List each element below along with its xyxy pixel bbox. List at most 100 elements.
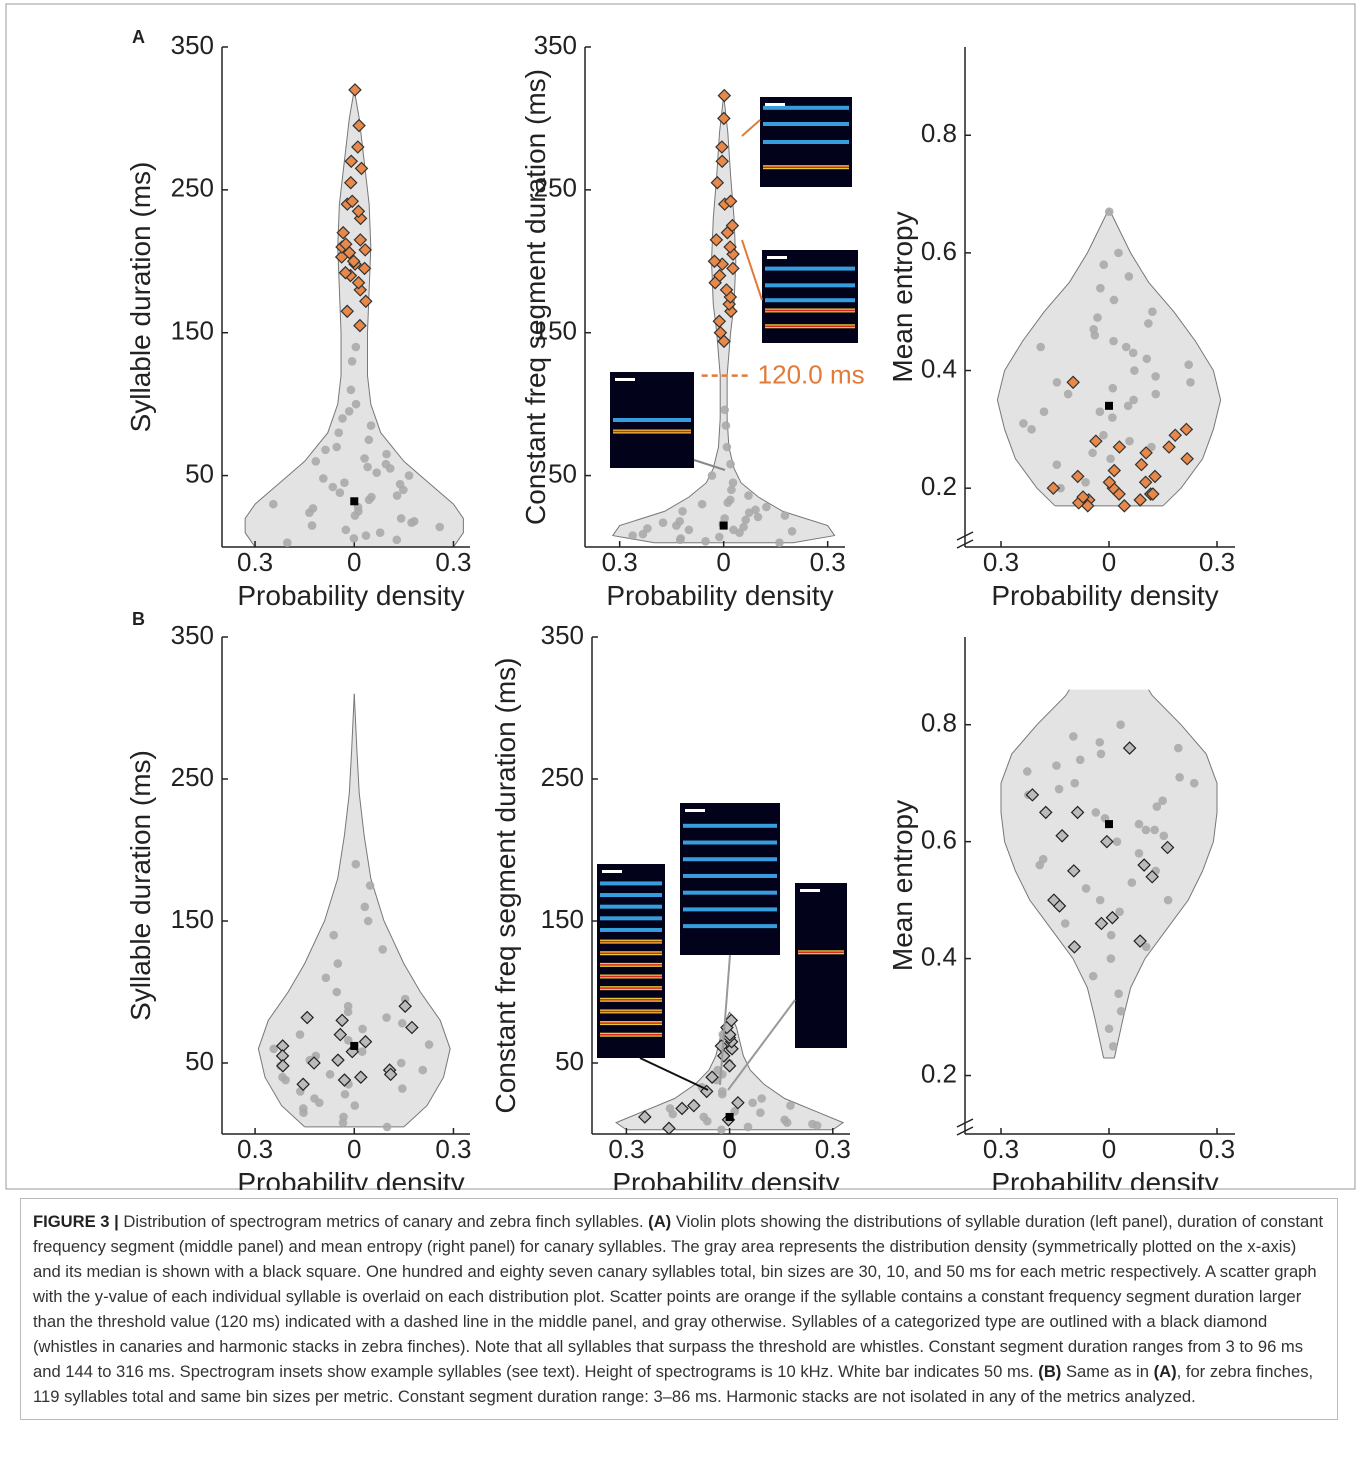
scatter-point — [723, 498, 732, 507]
scatter-point — [1122, 343, 1131, 352]
y-tick-label: 0.6 — [921, 825, 957, 855]
scatter-point — [1035, 861, 1044, 870]
scatter-point — [1110, 296, 1119, 305]
scatter-point — [718, 1087, 727, 1096]
x-axis-label: Probability density — [237, 580, 464, 611]
scatter-point — [345, 407, 354, 416]
scatter-point — [675, 517, 684, 526]
scatter-point — [780, 1116, 789, 1125]
inset-connector — [640, 1058, 708, 1090]
scatter-point — [1027, 425, 1036, 434]
scale-bar — [800, 889, 820, 892]
scatter-point — [1107, 931, 1116, 940]
median-marker — [350, 497, 358, 505]
diamond-point — [718, 112, 730, 124]
spectrogram-band — [765, 298, 855, 302]
scatter-point — [360, 454, 369, 463]
spectrogram-band — [600, 893, 662, 897]
y-tick-label: 150 — [171, 316, 214, 346]
scatter-point — [1150, 826, 1159, 835]
scatter-point — [350, 1101, 359, 1110]
scatter-point — [398, 1084, 407, 1093]
caption-text: Distribution of spectrogram metrics of c… — [119, 1212, 648, 1231]
spectrogram-inset — [762, 250, 858, 343]
spectrogram-band — [683, 907, 777, 911]
caption-text: FIGURE 3 | — [33, 1212, 119, 1231]
diamond-point — [718, 90, 730, 102]
scatter-point — [1053, 378, 1062, 387]
scatter-point — [1164, 896, 1173, 905]
scatter-point — [1114, 249, 1123, 258]
scatter-point — [1105, 1024, 1114, 1033]
scatter-point — [1113, 837, 1122, 846]
spectrogram-inset — [680, 803, 780, 955]
caption: FIGURE 3 | Distribution of spectrogram m… — [20, 1198, 1338, 1420]
scatter-point — [1148, 307, 1157, 316]
scatter-point — [1055, 785, 1064, 794]
y-tick-label: 50 — [185, 1046, 214, 1076]
scatter-point — [1109, 1042, 1118, 1051]
x-axis-label: Probability density — [991, 1167, 1218, 1190]
scatter-point — [1125, 437, 1134, 446]
scatter-point — [754, 513, 763, 522]
x-tick-label: 0 — [722, 1134, 736, 1164]
x-tick-label: 0 — [716, 547, 730, 577]
scatter-point — [334, 959, 343, 968]
median-marker — [350, 1042, 358, 1050]
scatter-point — [342, 526, 351, 535]
spectrogram-bg — [762, 250, 858, 343]
scatter-point — [720, 406, 729, 415]
scatter-point — [425, 1040, 434, 1049]
median-marker — [726, 1113, 734, 1121]
scatter-point — [350, 534, 359, 543]
y-tick-label: 0.8 — [921, 118, 957, 148]
scatter-point — [365, 436, 374, 445]
scatter-point — [322, 974, 331, 983]
scatter-point — [659, 518, 668, 527]
x-tick-label: 0 — [1102, 1134, 1116, 1164]
scatter-point — [708, 471, 717, 480]
y-tick-label: 350 — [171, 30, 214, 60]
scatter-point — [1093, 313, 1102, 322]
x-tick-label: 0 — [347, 1134, 361, 1164]
y-axis-label: Syllable duration (ms) — [125, 162, 156, 433]
scatter-point — [744, 1123, 753, 1132]
inset-connector — [742, 240, 762, 300]
spectrogram-band — [683, 841, 777, 845]
violin-fill — [1001, 690, 1217, 1058]
y-tick-label: 0.2 — [921, 1058, 957, 1088]
scatter-point — [299, 1104, 308, 1113]
median-marker — [1105, 402, 1113, 410]
scatter-point — [1096, 896, 1105, 905]
spectrogram-band — [683, 857, 777, 861]
scatter-point — [311, 457, 320, 466]
scatter-point — [762, 503, 771, 512]
scatter-point — [396, 480, 405, 489]
x-tick-label: 0 — [347, 547, 361, 577]
scale-bar — [685, 809, 705, 812]
scatter-point — [643, 524, 652, 533]
scatter-point — [329, 931, 338, 940]
spectrogram-band — [763, 122, 849, 126]
scatter-point — [1135, 849, 1144, 858]
scatter-point — [397, 514, 406, 523]
scatter-point — [1019, 419, 1028, 428]
y-tick-label: 350 — [541, 620, 584, 650]
scatter-point — [344, 1002, 353, 1011]
scatter-point — [332, 988, 341, 997]
spectrogram-band — [613, 418, 691, 422]
y-tick-label: 50 — [185, 458, 214, 488]
scatter-point — [398, 1019, 407, 1028]
scatter-point — [341, 1090, 350, 1099]
violin-outline — [613, 96, 724, 543]
scatter-point — [1107, 954, 1116, 963]
spectrogram-band — [683, 924, 777, 928]
scale-bar — [602, 870, 622, 873]
spectrogram-band — [600, 928, 662, 932]
x-tick-label: 0.3 — [810, 547, 846, 577]
scatter-point — [666, 1104, 675, 1113]
scatter-point — [1128, 878, 1137, 887]
scatter-point — [308, 521, 317, 530]
scatter-point — [1096, 284, 1105, 293]
x-tick-label: 0.3 — [1199, 1134, 1235, 1164]
